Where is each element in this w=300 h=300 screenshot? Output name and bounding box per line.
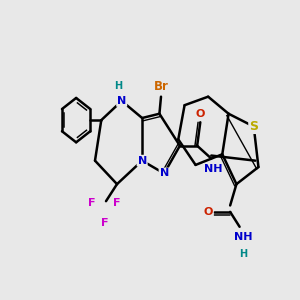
Text: H: H (239, 249, 247, 259)
Text: O: O (196, 109, 205, 119)
Text: H: H (115, 81, 123, 91)
Text: Br: Br (154, 80, 168, 92)
Text: N: N (160, 169, 169, 178)
Text: NH: NH (204, 164, 222, 174)
Text: F: F (88, 198, 96, 208)
Text: S: S (249, 120, 258, 133)
Text: F: F (101, 218, 108, 227)
Text: O: O (203, 207, 213, 217)
Text: N: N (117, 96, 126, 106)
Text: NH: NH (234, 232, 253, 242)
Text: F: F (113, 198, 121, 208)
Text: N: N (137, 156, 147, 166)
